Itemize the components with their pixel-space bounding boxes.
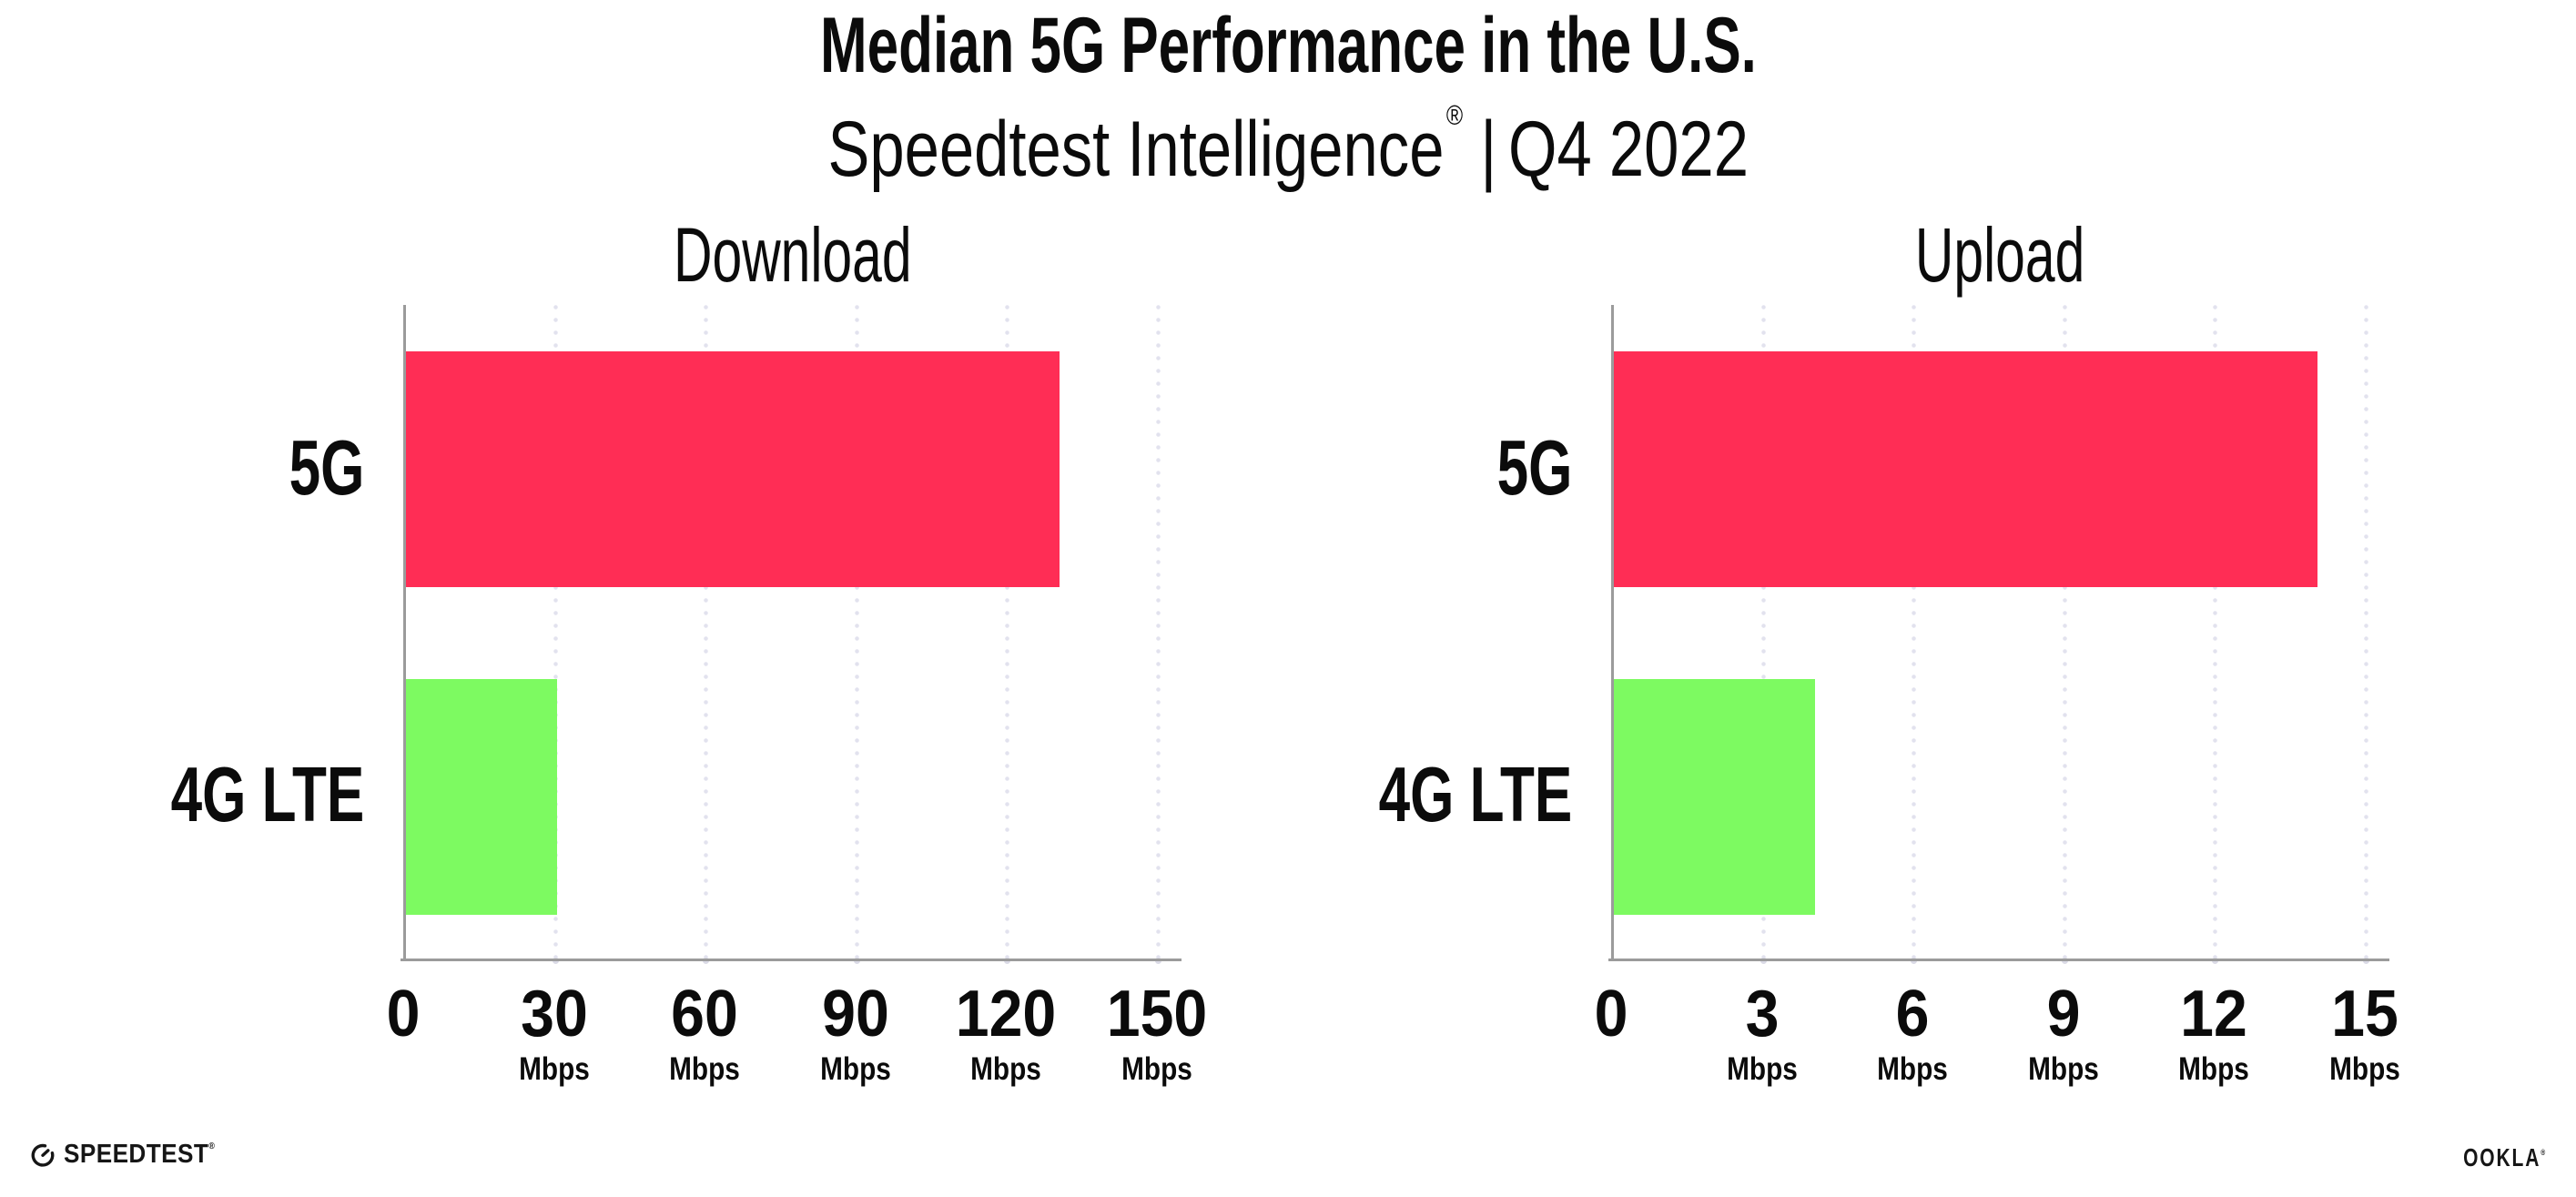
- x-tick-value: 0: [386, 978, 421, 1050]
- x-tick-unit: Mbps: [1726, 1051, 1798, 1087]
- ookla-registered-mark: ®: [2541, 1148, 2545, 1157]
- x-tick-value: 15: [2331, 978, 2399, 1050]
- x-tick-value: 120: [956, 978, 1057, 1050]
- x-tick-value: 9: [2046, 978, 2081, 1050]
- x-tick-value: 6: [1895, 978, 1930, 1050]
- x-tick-120-download: 120 Mbps: [906, 981, 1106, 1085]
- speedtest-wordmark: SPEEDTEST®: [64, 1140, 215, 1169]
- subtitle-period: Q4 2022: [1507, 106, 1749, 193]
- x-tick-0-upload: 0: [1511, 981, 1711, 1047]
- category-label-4g-lte: 4G LTE: [1378, 752, 1572, 838]
- subtitle-separator: |: [1480, 106, 1497, 193]
- x-tick-30-download: 30 Mbps: [454, 981, 654, 1085]
- speedtest-logo: SPEEDTEST®: [30, 1140, 231, 1170]
- bar-5g-upload: [1614, 351, 2317, 587]
- x-axis-line: [1608, 959, 2389, 961]
- x-tick-unit: Mbps: [2178, 1051, 2250, 1087]
- speedtest-gauge-icon: [30, 1142, 56, 1168]
- x-tick-9-upload: 9 Mbps: [1963, 981, 2164, 1085]
- category-label-5g: 5G: [289, 425, 364, 512]
- x-tick-unit: Mbps: [1121, 1051, 1192, 1087]
- x-tick-90-download: 90 Mbps: [756, 981, 956, 1085]
- x-tick-12-upload: 12 Mbps: [2114, 981, 2314, 1085]
- plot-area-download: [403, 305, 1184, 964]
- registered-trademark-icon: ®: [1445, 99, 1463, 131]
- x-tick-value: 3: [1745, 978, 1780, 1050]
- x-tick-value: 90: [821, 978, 889, 1050]
- page-title: Median 5G Performance in the U.S.: [0, 6, 2576, 85]
- gridline-150: [1155, 305, 1161, 964]
- x-tick-6-upload: 6 Mbps: [1812, 981, 2013, 1085]
- x-tick-unit: Mbps: [970, 1051, 1042, 1087]
- chart-title-download: Download: [673, 212, 912, 298]
- category-label-4g-lte: 4G LTE: [170, 752, 364, 838]
- ookla-logo: OOKLA®: [2436, 1145, 2545, 1171]
- x-tick-unit: Mbps: [2329, 1051, 2400, 1087]
- x-tick-value: 60: [671, 978, 739, 1050]
- gridline-15: [2363, 305, 2369, 964]
- chart-title-upload: Upload: [1915, 212, 2085, 298]
- x-tick-unit: Mbps: [1877, 1051, 1949, 1087]
- x-tick-0-download: 0: [303, 981, 503, 1047]
- plot-area-upload: [1611, 305, 2392, 964]
- x-tick-150-download: 150 Mbps: [1057, 981, 1257, 1085]
- page-subtitle: Speedtest Intelligence® | Q4 2022: [0, 101, 2576, 188]
- x-axis-line: [401, 959, 1182, 961]
- bar-4g-lte-download: [406, 679, 557, 915]
- x-tick-3-upload: 3 Mbps: [1662, 981, 1862, 1085]
- x-tick-value: 150: [1106, 978, 1208, 1050]
- x-tick-unit: Mbps: [518, 1051, 590, 1087]
- bar-4g-lte-upload: [1614, 679, 1815, 915]
- x-tick-unit: Mbps: [669, 1051, 741, 1087]
- category-label-5g: 5G: [1496, 425, 1572, 512]
- x-tick-15-upload: 15 Mbps: [2265, 981, 2465, 1085]
- page-title-text: Median 5G Performance in the U.S.: [819, 2, 1757, 89]
- x-tick-value: 30: [520, 978, 588, 1050]
- x-tick-60-download: 60 Mbps: [604, 981, 805, 1085]
- speedtest-registered-mark: ®: [208, 1141, 215, 1151]
- x-tick-value: 12: [2180, 978, 2248, 1050]
- x-tick-unit: Mbps: [819, 1051, 891, 1087]
- x-tick-unit: Mbps: [2027, 1051, 2099, 1087]
- subtitle-brand: Speedtest Intelligence: [827, 106, 1445, 193]
- ookla-wordmark: OOKLA®: [2462, 1143, 2545, 1172]
- x-tick-value: 0: [1594, 978, 1628, 1050]
- bar-5g-download: [406, 351, 1060, 587]
